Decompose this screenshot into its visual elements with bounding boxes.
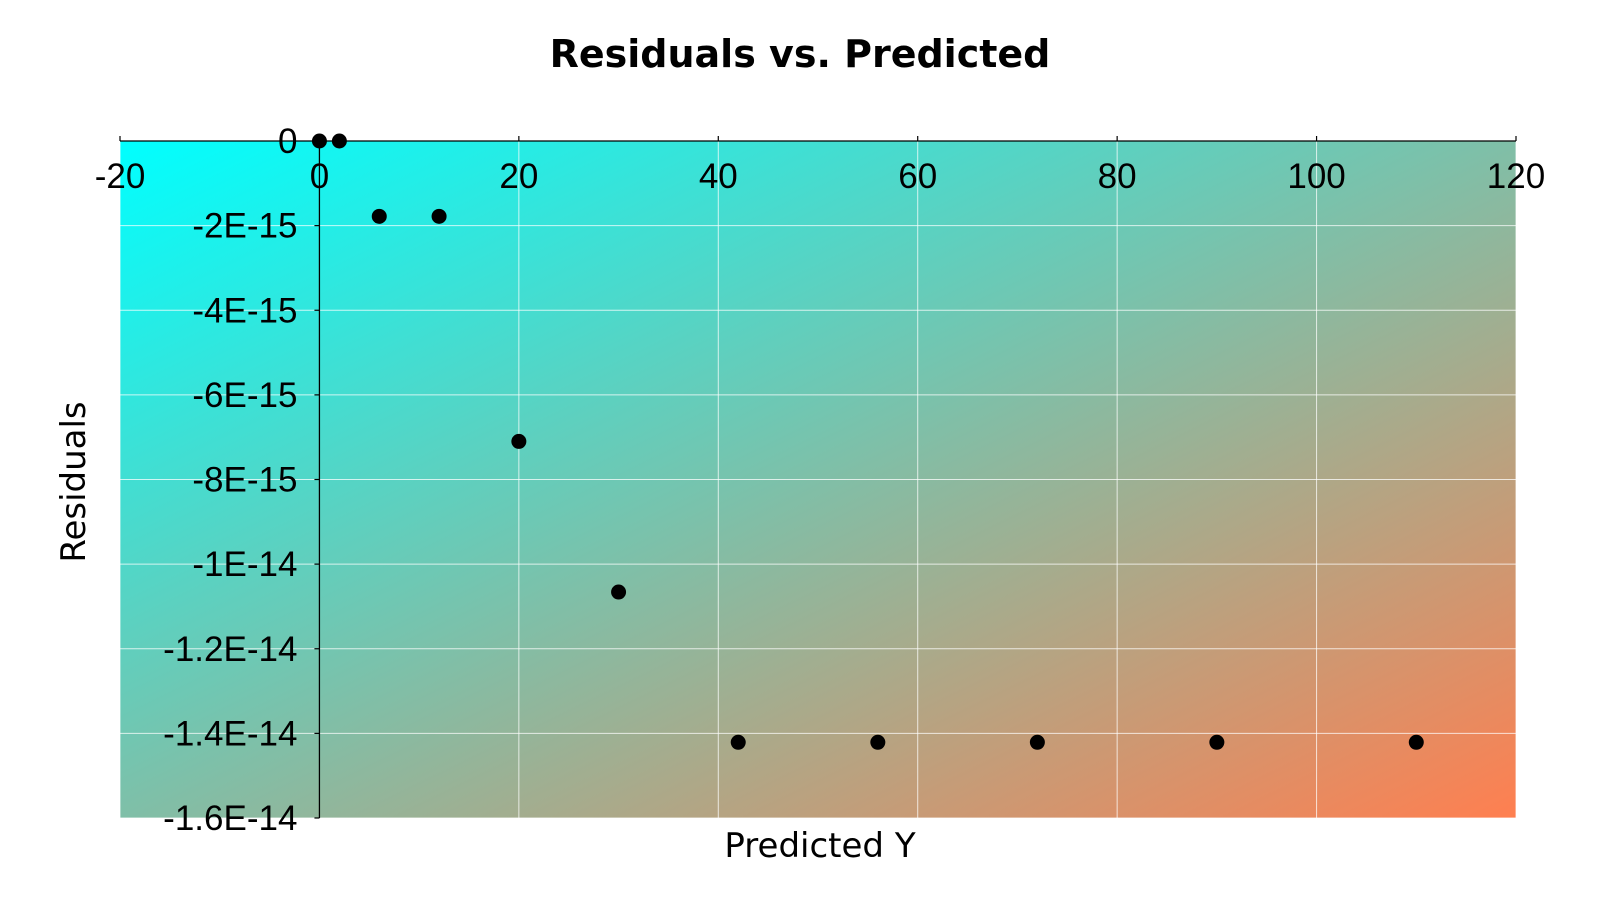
- data-point: [611, 584, 627, 600]
- y-axis-label: Residuals: [54, 401, 94, 563]
- data-point: [870, 734, 886, 750]
- data-point: [730, 734, 746, 750]
- data-point: [511, 433, 527, 449]
- data-point: [1029, 734, 1045, 750]
- y-tick-label: -4E-15: [192, 291, 297, 330]
- x-axis-label: Predicted Y: [724, 826, 916, 866]
- x-tick-label: 100: [1287, 157, 1345, 196]
- y-tick-label: -1.2E-14: [163, 630, 297, 669]
- x-tick-label: -20: [95, 157, 146, 196]
- x-tick-label: 40: [699, 157, 738, 196]
- data-point: [431, 208, 447, 224]
- x-tick-label: 60: [898, 157, 937, 196]
- y-tick-label: -8E-15: [192, 461, 297, 500]
- data-point: [1209, 734, 1225, 750]
- tick-labels: -20 0 20 40 60 80 100 120 0 -2E-15 -4E-15 -6E-15 -8E…: [95, 122, 1546, 838]
- data-point: [331, 133, 347, 149]
- data-point: [371, 208, 387, 224]
- y-tick-label: 0: [278, 122, 297, 161]
- x-tick-label: 120: [1487, 157, 1545, 196]
- y-tick-label: -1E-14: [192, 545, 297, 584]
- x-tick-label: 20: [499, 157, 538, 196]
- y-tick-label: -6E-15: [192, 376, 297, 415]
- y-tick-label: -1.4E-14: [163, 714, 297, 753]
- grid-lines: [119, 140, 1517, 819]
- x-tick-label: 0: [310, 157, 329, 196]
- data-points: [311, 133, 1424, 750]
- data-point: [1408, 734, 1424, 750]
- data-point: [311, 133, 327, 149]
- x-tick-label: 80: [1098, 157, 1137, 196]
- chart-title: Residuals vs. Predicted: [549, 32, 1051, 76]
- y-tick-label: -1.6E-14: [163, 799, 297, 838]
- y-tick-label: -2E-15: [192, 207, 297, 246]
